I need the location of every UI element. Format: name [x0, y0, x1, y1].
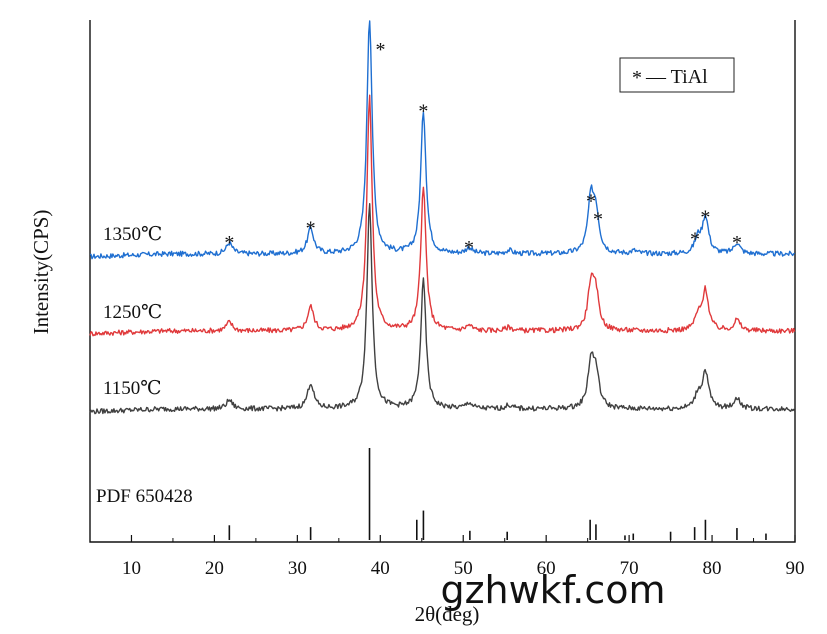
x-tick-label: 10 [122, 558, 141, 579]
axes-box [89, 20, 796, 543]
y-axis-label: Intensity(CPS) [29, 210, 53, 335]
x-tick-label: 70 [620, 558, 639, 579]
peak-marker: * [224, 232, 234, 254]
x-tick-label: 90 [786, 558, 805, 579]
series-line [89, 20, 796, 260]
legend-marker: * [632, 67, 642, 89]
legend: * — TiAl [619, 57, 735, 93]
series-label: 1350℃ [103, 224, 162, 245]
x-tick-label: 20 [205, 558, 224, 579]
x-tick-label: 50 [454, 558, 473, 579]
series-labels: 1350℃ 1250℃ 1150℃ [103, 224, 162, 399]
reference-label: PDF 650428 [96, 486, 193, 507]
series-line [89, 94, 796, 337]
series-label: 1150℃ [103, 378, 162, 399]
x-axis-ticks: 10 20 30 40 50 60 70 80 90 [89, 535, 805, 579]
peak-marker: * [593, 209, 603, 231]
peak-marker: * [700, 207, 710, 229]
peak-marker: * [690, 228, 700, 250]
legend-label: — TiAl [645, 66, 708, 88]
plot-frame [89, 20, 796, 543]
x-axis-label: 2θ(deg) [415, 602, 480, 626]
series-line [89, 203, 796, 415]
peak-marker: * [732, 232, 742, 254]
peak-markers: ********** [224, 39, 742, 259]
peak-marker: * [464, 237, 474, 259]
x-tick-label: 30 [288, 558, 307, 579]
peak-marker: * [418, 101, 428, 123]
series-lines [89, 20, 796, 415]
x-tick-label: 40 [371, 558, 390, 579]
x-tick-label: 60 [537, 558, 556, 579]
series-label: 1250℃ [103, 302, 162, 323]
reference-sticks [228, 448, 767, 540]
peak-marker: * [376, 39, 386, 61]
watermark: gzhwkf.com [440, 568, 665, 612]
peak-marker: * [586, 190, 596, 212]
x-tick-label: 80 [703, 558, 722, 579]
peak-marker: * [306, 217, 316, 239]
